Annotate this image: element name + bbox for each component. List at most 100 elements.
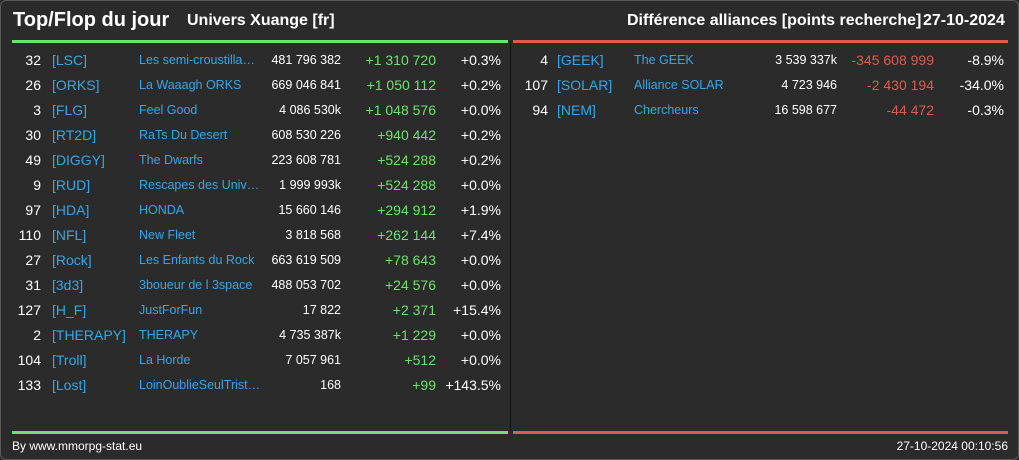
points-difference: +1 050 112	[366, 77, 436, 93]
alliance-points: 4 723 946	[781, 78, 837, 92]
top-bar-green	[12, 40, 508, 43]
alliance-tag-link[interactable]: [H_F]	[52, 302, 87, 318]
alliance-name-link[interactable]: LoinOublieSeulTrist…	[139, 378, 261, 392]
alliance-rank: 27	[25, 252, 41, 268]
alliance-name-link[interactable]: New Fleet	[139, 228, 196, 242]
alliance-name-link[interactable]: THERAPY	[139, 328, 199, 342]
percent-change: -0.3%	[967, 102, 1004, 118]
points-difference: +524 288	[377, 177, 436, 193]
alliance-rank: 9	[33, 177, 41, 193]
alliance-rank: 32	[25, 52, 41, 68]
alliance-name-link[interactable]: Chercheurs	[634, 103, 699, 117]
percent-change: -8.9%	[967, 52, 1004, 68]
gainer-row: 31 [3d3] 3boueur de l 3space 488 053 702 +24…	[1, 275, 501, 300]
alliance-name-link[interactable]: La Waaagh ORKS	[139, 78, 242, 92]
alliance-tag-link[interactable]: [DIGGY]	[52, 152, 105, 168]
gainer-row: 27 [Rock] Les Enfants du Rock 663 619 509 +7…	[1, 250, 501, 275]
alliance-name-link[interactable]: The GEEK	[634, 53, 694, 67]
alliance-points: 1 999 993k	[279, 178, 341, 192]
alliance-points: 7 057 961	[285, 353, 341, 367]
alliance-name-link[interactable]: La Horde	[139, 353, 191, 367]
alliance-tag-link[interactable]: [RUD]	[52, 177, 91, 193]
points-difference: +294 912	[377, 202, 436, 218]
loser-row: 4 [GEEK] The GEEK 3 539 337k -345 608 999 -8.…	[509, 50, 1009, 75]
percent-change: -34.0%	[959, 77, 1004, 93]
percent-change: +0.2%	[460, 127, 501, 143]
alliance-points: 669 046 841	[271, 78, 341, 92]
alliance-tag-link[interactable]: [3d3]	[52, 277, 84, 293]
gainer-row: 9 [RUD] Rescapes des Univ… 1 999 993k +524 2…	[1, 175, 501, 200]
gainer-row: 127 [H_F] JustForFun 17 822 +2 371 +15.4%	[1, 300, 501, 325]
alliance-tag-link[interactable]: [Rock]	[52, 252, 92, 268]
alliance-rank: 94	[532, 102, 548, 118]
points-difference: +524 288	[377, 152, 436, 168]
alliance-tag-link[interactable]: [NEM]	[557, 102, 596, 118]
alliance-tag-link[interactable]: [Troll]	[52, 352, 87, 368]
gainer-row: 26 [ORKS] La Waaagh ORKS 669 046 841 +1 050 …	[1, 75, 501, 100]
alliance-name-link[interactable]: The Dwarfs	[139, 153, 203, 167]
gainer-row: 2 [THERAPY] THERAPY 4 735 387k +1 229 +0.0%	[1, 325, 501, 350]
alliance-rank: 26	[25, 77, 41, 93]
points-difference: +940 442	[377, 127, 436, 143]
points-difference: -44 472	[886, 102, 934, 118]
alliance-rank: 107	[524, 77, 548, 93]
header-date: 27-10-2024	[923, 12, 1005, 29]
alliance-points: 17 822	[302, 303, 341, 317]
alliance-tag-link[interactable]: [ORKS]	[52, 77, 100, 93]
alliance-rank: 104	[17, 352, 41, 368]
alliance-tag-link[interactable]: [NFL]	[52, 227, 87, 243]
percent-change: +0.0%	[460, 352, 501, 368]
alliance-name-link[interactable]: Alliance SOLAR	[634, 78, 724, 92]
alliance-points: 4 086 530k	[279, 103, 341, 117]
alliance-name-link[interactable]: Les Enfants du Rock	[139, 253, 255, 267]
alliance-points: 3 818 568	[285, 228, 341, 242]
gainer-row: 133 [Lost] LoinOublieSeulTrist… 168 +99 +143.…	[1, 375, 501, 400]
alliance-rank: 3	[33, 102, 41, 118]
percent-change: +1.9%	[460, 202, 501, 218]
alliance-points: 223 608 781	[271, 153, 341, 167]
alliance-tag-link[interactable]: [GEEK]	[557, 52, 604, 68]
alliance-rank: 2	[33, 327, 41, 343]
alliance-tag-link[interactable]: [THERAPY]	[52, 327, 126, 343]
alliance-rank: 133	[17, 377, 41, 393]
section-title: Différence alliances [points recherche]	[627, 12, 922, 29]
footer-source: By www.mmorpg-stat.eu	[12, 439, 143, 453]
points-difference: +512	[404, 352, 436, 368]
top-bar-red	[513, 40, 1008, 43]
alliance-rank: 110	[18, 227, 41, 243]
alliance-name-link[interactable]: JustForFun	[139, 303, 203, 317]
points-difference: -2 430 194	[867, 77, 934, 93]
points-difference: +99	[412, 377, 436, 393]
alliance-points: 481 796 382	[271, 53, 341, 67]
points-difference: +1 229	[392, 327, 436, 343]
alliance-tag-link[interactable]: [SOLAR]	[557, 77, 613, 93]
bottom-bar-green	[12, 431, 508, 434]
alliance-tag-link[interactable]: [FLG]	[52, 102, 88, 118]
alliance-rank: 4	[540, 52, 548, 68]
loser-row: 107 [SOLAR] Alliance SOLAR 4 723 946 -2 430 …	[509, 75, 1009, 100]
percent-change: +0.0%	[460, 252, 501, 268]
alliance-points: 663 619 509	[271, 253, 341, 267]
alliance-tag-link[interactable]: [RT2D]	[52, 127, 97, 143]
points-difference: +24 576	[385, 277, 436, 293]
points-difference: +1 310 720	[365, 52, 436, 68]
alliance-tag-link[interactable]: [Lost]	[52, 377, 87, 393]
alliance-name-link[interactable]: Feel Good	[139, 103, 198, 117]
alliance-rank: 31	[25, 277, 41, 293]
universe-label: Univers Xuange [fr]	[187, 12, 335, 29]
percent-change: +0.2%	[460, 77, 501, 93]
percent-change: +0.2%	[460, 152, 501, 168]
alliance-name-link[interactable]: RaTs Du Desert	[139, 128, 228, 142]
alliance-name-link[interactable]: Rescapes des Univ…	[139, 178, 260, 192]
alliance-rank: 127	[17, 302, 41, 318]
column-divider	[510, 41, 511, 431]
alliance-rank: 97	[25, 202, 41, 218]
points-difference: +2 371	[392, 302, 436, 318]
alliance-tag-link[interactable]: [HDA]	[52, 202, 90, 218]
alliance-name-link[interactable]: Les semi-croustilla…	[139, 53, 256, 67]
alliance-name-link[interactable]: 3boueur de l 3space	[139, 278, 253, 292]
loser-row: 94 [NEM] Chercheurs 16 598 677 -44 472 -0.3%	[509, 100, 1009, 125]
alliance-tag-link[interactable]: [LSC]	[52, 52, 88, 68]
alliance-name-link[interactable]: HONDA	[139, 203, 185, 217]
header: Top/Flop du jour Univers Xuange [fr] Dif…	[1, 1, 1018, 41]
